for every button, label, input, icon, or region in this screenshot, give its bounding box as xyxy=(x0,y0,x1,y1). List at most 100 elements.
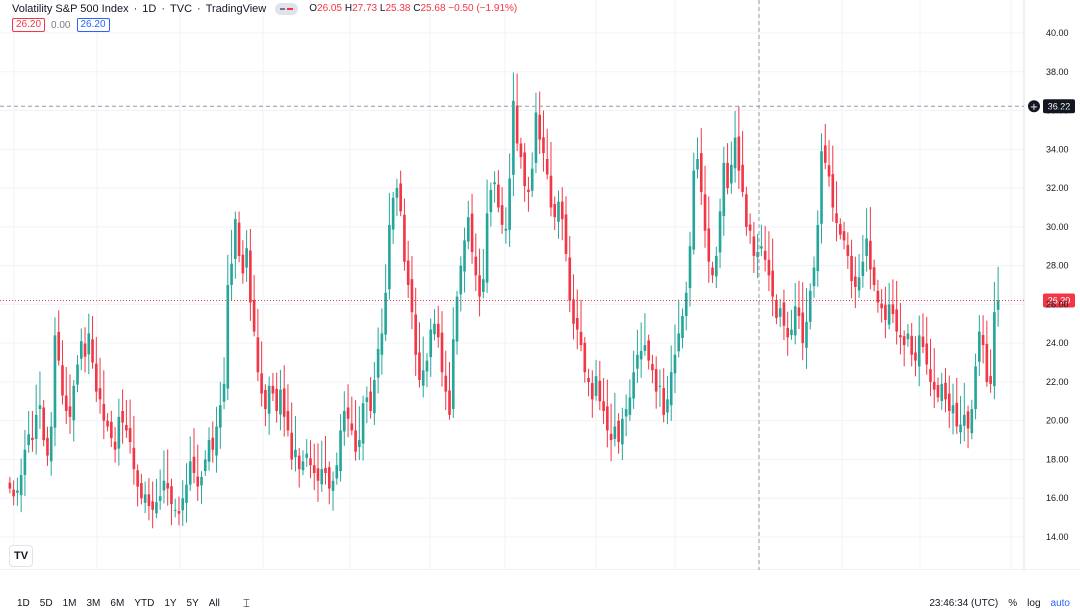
legend-toggle-icon[interactable] xyxy=(275,3,299,15)
percent-toggle[interactable]: % xyxy=(1008,597,1018,609)
candle-body xyxy=(260,373,263,394)
candle-body xyxy=(143,494,147,503)
range-1m[interactable]: 1M xyxy=(62,597,77,609)
candle-body xyxy=(899,335,902,338)
candle-body xyxy=(279,389,282,415)
candle-body xyxy=(583,342,587,373)
range-ytd[interactable]: YTD xyxy=(134,597,155,609)
candle-body xyxy=(211,437,215,450)
candle-body xyxy=(282,388,286,417)
range-3m[interactable]: 3M xyxy=(86,597,101,609)
candle-body xyxy=(560,201,564,220)
interval[interactable]: 1D xyxy=(142,3,157,15)
price-tick-label: 34.00 xyxy=(1046,144,1069,154)
range-1d[interactable]: 1D xyxy=(17,597,30,609)
candle-body xyxy=(373,379,376,414)
candle-body xyxy=(530,168,534,191)
candle-body xyxy=(527,189,530,192)
candle-body xyxy=(87,333,91,355)
close-label: C xyxy=(413,3,421,14)
candle-body xyxy=(256,337,260,373)
candle-body xyxy=(508,178,511,230)
candle-body xyxy=(970,409,974,434)
candle-body xyxy=(459,265,463,295)
candle-body xyxy=(98,388,102,400)
candle-body xyxy=(301,461,305,471)
candle-body xyxy=(391,197,395,230)
candle-body xyxy=(346,407,350,419)
candle-body xyxy=(493,182,496,185)
price-chart[interactable]: 36.22 +26.20 40.00 38.00 36.00 34.00 32.00 30.… xyxy=(0,0,1080,570)
calendar-range-icon[interactable]: ⌶ xyxy=(242,595,251,610)
candle-body xyxy=(485,213,489,283)
candle-body xyxy=(61,365,64,396)
candle-body xyxy=(707,228,711,262)
range-6m[interactable]: 6M xyxy=(110,597,125,609)
candle-body xyxy=(932,381,936,390)
candle-body xyxy=(155,502,158,514)
candle-body xyxy=(241,254,245,274)
candle-body xyxy=(436,323,440,338)
candle-body xyxy=(361,403,365,444)
candle-body xyxy=(944,382,947,400)
candle-body xyxy=(380,333,384,355)
candle-body xyxy=(444,375,448,392)
log-toggle[interactable]: log xyxy=(1027,597,1041,609)
candle-body xyxy=(8,482,12,489)
change-value: −0.50 (−1.91%) xyxy=(448,3,518,14)
candle-body xyxy=(72,385,76,421)
price-tick-label: 36.00 xyxy=(1046,106,1069,116)
candle-body xyxy=(895,309,898,332)
candle-body xyxy=(331,480,335,491)
candle-body xyxy=(590,383,594,400)
bid-price[interactable]: 26.20 xyxy=(12,18,46,32)
candle-body xyxy=(38,405,42,410)
candle-body xyxy=(669,372,673,406)
price-axis[interactable]: 40.00 38.00 36.00 34.00 32.00 30.00 28.00 26.00… xyxy=(1046,28,1069,542)
tradingview-logo[interactable]: TV xyxy=(10,546,32,566)
open-label: O xyxy=(309,3,318,14)
add-alert-icon[interactable] xyxy=(1028,100,1040,113)
symbol-name[interactable]: Volatility S&P 500 Index xyxy=(12,3,129,15)
candle-body xyxy=(181,498,185,511)
candle-body xyxy=(466,217,470,242)
range-5d[interactable]: 5D xyxy=(39,597,53,609)
candle-body xyxy=(42,407,46,441)
candle-body xyxy=(245,248,248,268)
range-5y[interactable]: 5Y xyxy=(186,597,199,609)
candle-body xyxy=(354,430,357,452)
candle-body xyxy=(602,401,605,411)
candle-body xyxy=(474,256,478,276)
clock[interactable]: 23:46:34 (UTC) xyxy=(929,597,999,609)
candle-body xyxy=(666,399,669,413)
price-tick-label: 30.00 xyxy=(1046,222,1069,232)
candle-body xyxy=(252,300,256,332)
candle-body xyxy=(200,476,203,486)
candle-body xyxy=(448,390,451,415)
candle-body xyxy=(921,336,925,348)
candle-body xyxy=(639,350,643,360)
candle-body xyxy=(876,290,880,303)
candle-body xyxy=(617,420,620,443)
range-1y[interactable]: 1Y xyxy=(164,597,177,609)
candle-body xyxy=(324,467,327,474)
range-all[interactable]: All xyxy=(208,597,220,609)
candle-body xyxy=(801,312,805,344)
candle-body xyxy=(587,378,590,382)
crosshair-price-bg xyxy=(1043,99,1075,114)
candle-body xyxy=(91,339,94,363)
candle-body xyxy=(925,343,929,365)
candle-body xyxy=(425,360,429,372)
candle-body xyxy=(869,240,872,270)
candle-body xyxy=(68,406,72,417)
candle-body xyxy=(515,105,519,144)
candle-body xyxy=(410,279,414,313)
candle-body xyxy=(406,260,410,285)
candle-body xyxy=(782,302,786,326)
ask-price[interactable]: 26.20 xyxy=(76,18,110,32)
candle-body xyxy=(594,376,598,396)
candle-body xyxy=(981,335,985,346)
bottom-toolbar: 1D 5D 1M 3M 6M YTD 1Y 5Y All ⌶ 23:46:34 (UTC) % … xyxy=(0,592,1080,614)
auto-toggle[interactable]: auto xyxy=(1050,597,1070,609)
candle-body xyxy=(106,420,109,427)
